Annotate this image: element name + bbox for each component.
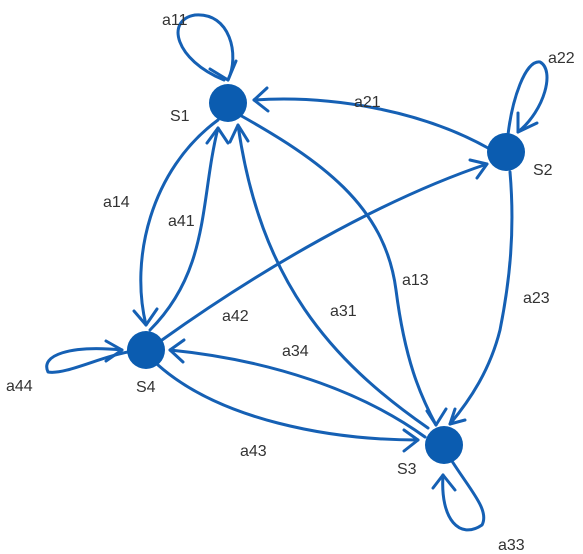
- node-s1: [209, 84, 247, 122]
- edge-a33: [441, 456, 486, 532]
- edge-a13: [236, 112, 438, 427]
- edge-a23: [448, 170, 514, 426]
- node-s2: [487, 133, 525, 171]
- edge-a31-arrowhead: [228, 123, 250, 144]
- edge-label-a23: a23: [523, 290, 550, 307]
- edge-a44: [45, 347, 130, 374]
- node-s4-label: S4: [136, 379, 156, 396]
- edge-label-a41: a41: [168, 213, 195, 230]
- edge-a22: [506, 60, 549, 137]
- edge-label-a22: a22: [548, 50, 575, 67]
- node-s3: [425, 426, 463, 464]
- edge-a21: [252, 97, 490, 150]
- node-s1-label: S1: [170, 108, 190, 125]
- edge-a44-arrowhead: [104, 339, 124, 363]
- edge-label-a11: a11: [162, 12, 188, 29]
- edge-a14: [139, 118, 220, 327]
- edge-a13-arrowhead: [425, 407, 448, 427]
- edge-label-a13: a13: [402, 272, 429, 289]
- edge-label-a21: a21: [354, 94, 381, 111]
- edge-a11-arrowhead: [208, 59, 238, 82]
- edge-a43-arrowhead: [402, 428, 420, 453]
- edge-a41: [148, 126, 220, 332]
- edge-label-a42: a42: [222, 308, 249, 325]
- edge-a42-arrowhead: [468, 158, 489, 180]
- edge-label-a34: a34: [282, 343, 309, 360]
- edge-label-a33: a33: [498, 537, 525, 554]
- edge-a43: [156, 363, 420, 442]
- edge-a14-arrowhead: [132, 307, 159, 327]
- edge-label-a14: a14: [103, 194, 130, 211]
- edge-a31: [236, 123, 430, 430]
- edge-a34-arrowhead: [168, 338, 186, 364]
- edge-a42: [160, 162, 489, 342]
- edge-a23-arrowhead: [448, 407, 467, 426]
- edge-a41-arrowhead: [205, 126, 230, 145]
- node-s2-label: S2: [533, 162, 553, 179]
- edge-a21-arrowhead: [252, 86, 270, 113]
- node-s3-label: S3: [397, 461, 417, 478]
- edge-label-a31: a31: [330, 303, 357, 320]
- edge-a22-arrowhead: [516, 111, 539, 134]
- node-s4: [127, 331, 165, 369]
- edge-a34: [168, 348, 427, 439]
- edge-label-a44: a44: [6, 378, 33, 395]
- edge-label-a43: a43: [240, 443, 267, 460]
- edge-a33-arrowhead: [431, 473, 457, 492]
- edge-a11: [176, 13, 235, 82]
